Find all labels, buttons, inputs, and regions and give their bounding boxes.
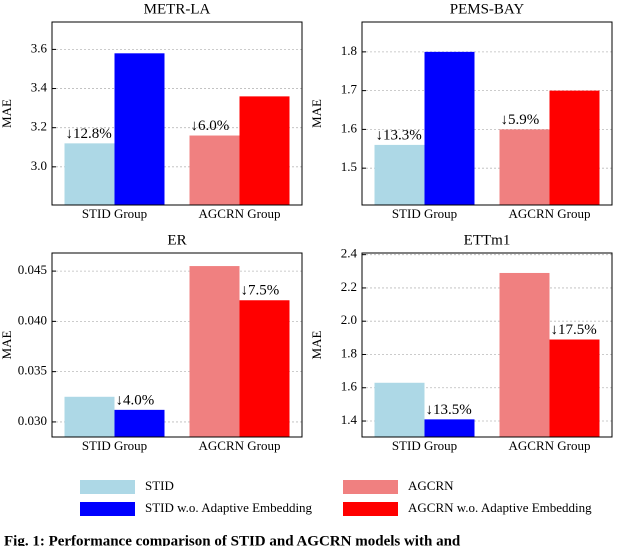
y-axis-label: MAE [309, 330, 324, 359]
bar [239, 300, 290, 437]
y-tick-label: 1.6 [341, 120, 358, 135]
bar [374, 382, 425, 437]
legend-swatch [343, 502, 398, 516]
bar [239, 96, 290, 205]
x-tick-label: AGCRN Group [199, 438, 281, 453]
chart-title: PEMS-BAY [450, 1, 525, 17]
x-tick-label: STID Group [392, 438, 457, 453]
x-tick-label: AGCRN Group [509, 438, 591, 453]
plot-frame [51, 21, 303, 206]
y-axis-label: MAE [0, 99, 14, 128]
y-axis-label: MAE [309, 99, 324, 128]
legend-label: STID [145, 478, 174, 493]
legend-swatch [80, 480, 135, 494]
y-axis-label: MAE [0, 330, 14, 359]
plot-frame [51, 252, 303, 438]
y-tick-label: 3.0 [31, 158, 47, 173]
bar [189, 266, 240, 437]
annotation: ↓7.5% [241, 283, 280, 299]
x-tick-label: AGCRN Group [509, 206, 591, 221]
legend-label: AGCRN w.o. Adaptive Embedding [408, 500, 592, 515]
legend-swatch [80, 502, 135, 516]
bar [114, 409, 165, 437]
bar [499, 129, 550, 205]
y-tick-label: 1.8 [341, 345, 357, 360]
bar [189, 135, 240, 205]
annotation: ↓17.5% [551, 322, 597, 338]
bar [549, 90, 600, 205]
bar [374, 144, 425, 205]
y-tick-label: 0.035 [18, 363, 47, 378]
annotation: ↓4.0% [116, 392, 155, 408]
x-tick-label: STID Group [82, 438, 147, 453]
caption: Fig. 1: Performance comparison of STID a… [4, 533, 461, 546]
y-tick-label: 2.0 [341, 312, 357, 327]
chart-title: ETTm1 [464, 232, 511, 248]
legend-label: AGCRN [408, 478, 454, 493]
y-tick-label: 2.4 [341, 246, 358, 261]
x-tick-label: STID Group [392, 206, 457, 221]
annotation: ↓13.3% [376, 127, 422, 143]
annotation: ↓6.0% [191, 118, 230, 134]
annotation: ↓5.9% [501, 112, 540, 128]
bar [499, 272, 550, 437]
annotation: ↓12.8% [66, 126, 112, 142]
y-tick-label: 3.6 [31, 40, 48, 55]
y-tick-label: 1.4 [341, 412, 358, 427]
y-tick-label: 1.8 [341, 43, 357, 58]
legend-label: STID w.o. Adaptive Embedding [145, 500, 313, 515]
y-tick-label: 3.2 [31, 119, 47, 134]
annotation: ↓13.5% [426, 402, 472, 418]
bar [424, 419, 475, 437]
bar [549, 339, 600, 437]
bar [64, 143, 115, 205]
y-tick-label: 1.6 [341, 379, 358, 394]
y-tick-label: 3.4 [31, 80, 48, 95]
bar [424, 51, 475, 205]
y-tick-label: 2.2 [341, 279, 357, 294]
x-tick-label: AGCRN Group [199, 206, 281, 221]
y-tick-label: 1.5 [341, 159, 357, 174]
legend-swatch [343, 480, 398, 494]
chart-title: METR-LA [144, 1, 211, 17]
bar [114, 53, 165, 206]
x-tick-label: STID Group [82, 206, 147, 221]
chart-title: ER [167, 232, 186, 248]
plot-frame [361, 252, 613, 438]
plot-frame [361, 21, 613, 206]
y-tick-label: 0.045 [18, 262, 47, 277]
y-tick-label: 1.7 [341, 82, 358, 97]
bar [64, 396, 115, 437]
y-tick-label: 0.040 [18, 312, 47, 327]
y-tick-label: 0.030 [18, 413, 47, 428]
